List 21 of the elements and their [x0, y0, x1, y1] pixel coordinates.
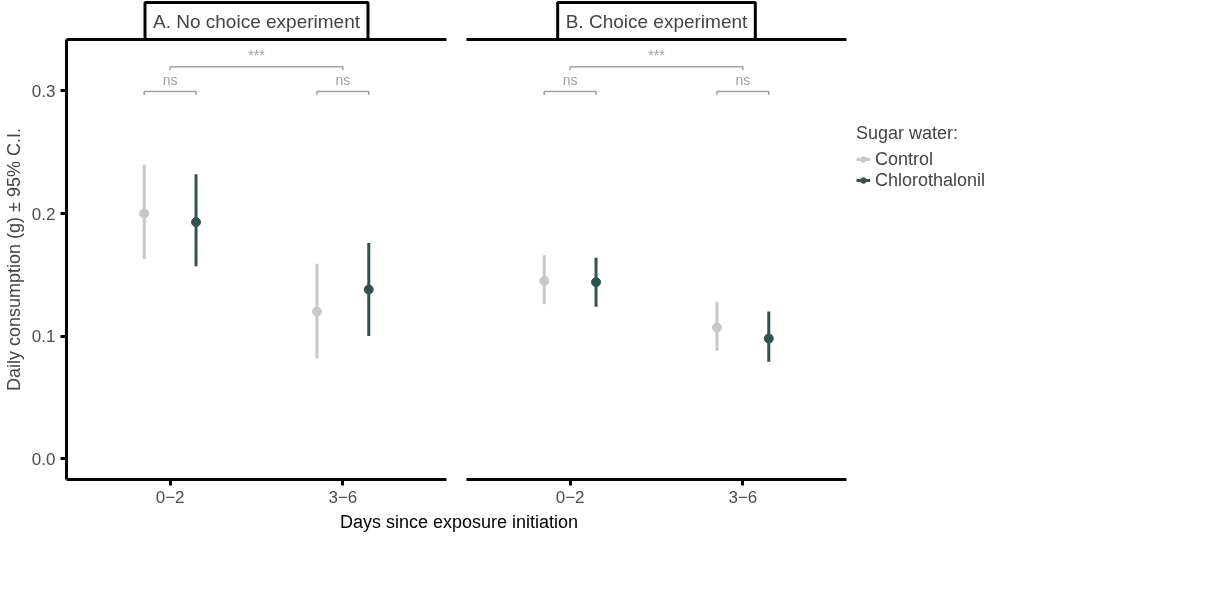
x-tick-label: 0−2 [155, 487, 185, 507]
x-axis-title: Days since exposure initiation [340, 511, 579, 534]
annotation: *** [248, 47, 266, 64]
y-tick-label: 0.2 [31, 204, 56, 224]
legend-label: Control [875, 148, 934, 170]
annotation: ns [335, 71, 351, 88]
annotation: ns [735, 71, 751, 88]
legend-title: Sugar water: [856, 122, 960, 144]
annotation: ns [562, 71, 578, 88]
x-tick-label: 3−6 [328, 487, 358, 507]
y-tick-label: 0.1 [31, 327, 56, 347]
chart-title: B. Choice experiment [565, 10, 749, 32]
annotation: ns [162, 71, 178, 88]
y-tick-label: 0.0 [31, 449, 56, 469]
legend-label: Chlorothalonil [875, 169, 986, 191]
annotation: *** [648, 47, 666, 64]
x-tick-label: 3−6 [728, 487, 758, 507]
y-tick-label: 0.3 [31, 81, 56, 101]
x-tick-label: 0−2 [555, 487, 585, 507]
chart-title: A. No choice experiment [153, 10, 361, 32]
y-axis-title: Daily consumption (g) ± 95% C.I. [3, 128, 24, 391]
